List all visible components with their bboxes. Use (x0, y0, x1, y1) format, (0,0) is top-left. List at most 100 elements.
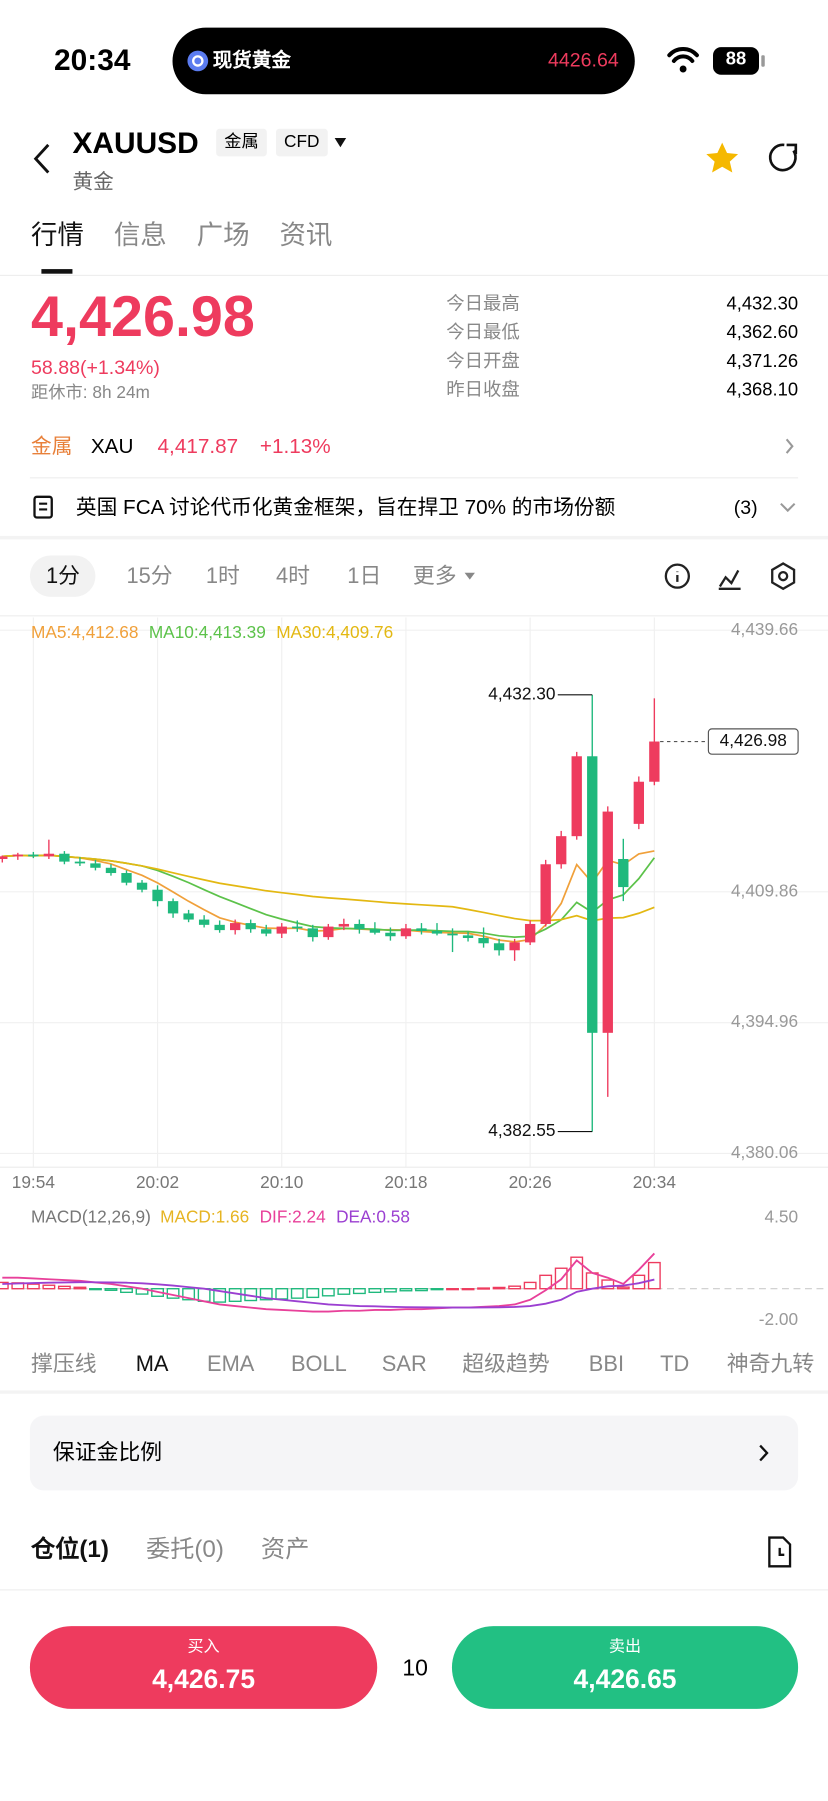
interval[interactable]: 更多 (412, 564, 457, 589)
macd-bar (290, 1288, 304, 1299)
related-symbol[interactable]: XAU (90, 434, 134, 458)
candle-body (121, 873, 132, 883)
candle-body (493, 943, 505, 951)
last-price-box (707, 728, 799, 755)
tab[interactable]: 资讯 (279, 219, 333, 250)
candle-body (338, 923, 350, 927)
tab[interactable]: 行情 (31, 219, 84, 250)
history-icon[interactable] (768, 1536, 792, 1568)
candle-body (105, 867, 117, 874)
tab[interactable]: 信息 (113, 219, 167, 250)
candle-body (354, 923, 365, 930)
buy-button[interactable] (29, 1626, 378, 1709)
macd-bar (104, 1288, 118, 1291)
interval[interactable]: 1时 (205, 564, 240, 589)
chevron (759, 1444, 769, 1462)
interval-active-bg (29, 555, 96, 597)
chevron[interactable] (780, 502, 796, 513)
quantity[interactable]: 10 (402, 1656, 428, 1682)
y-tick-label: 4,394.96 (731, 1011, 798, 1031)
favorite-star[interactable] (706, 142, 739, 173)
info-icon[interactable] (664, 563, 690, 589)
indicator-tab[interactable]: 超级趋势 (462, 1352, 550, 1377)
last-price-label: 4,426.98 (720, 730, 787, 750)
indicator-tab[interactable]: MA (135, 1352, 169, 1377)
indicator-tab[interactable]: SAR (381, 1352, 427, 1377)
interval[interactable]: 15分 (126, 564, 173, 589)
position-tab[interactable]: 委托(0) (146, 1536, 224, 1563)
candle-body (416, 928, 427, 931)
macd-bar (399, 1288, 413, 1292)
candle-body (152, 889, 163, 902)
macd-bar (197, 1288, 211, 1302)
candle-body (28, 854, 39, 857)
candle-body (43, 853, 55, 857)
candle-body (198, 919, 210, 925)
annotation-label: 4,432.30 (488, 683, 555, 703)
position-tab[interactable]: 仓位(1) (31, 1536, 109, 1563)
news-text[interactable]: 英国 FCA 讨论代币化黄金框架，旨在捍卫 70% 的市场份额 (75, 495, 616, 519)
settings-icon-core (777, 570, 789, 582)
related-change: +1.13% (259, 434, 331, 458)
change: 58.88(+1.34%) (31, 356, 160, 379)
candle-body (0, 856, 8, 859)
divider (0, 1589, 828, 1591)
macd-bar (120, 1288, 133, 1294)
chevron[interactable] (785, 438, 794, 454)
macd-bar (477, 1287, 491, 1290)
ticker-icon (187, 50, 209, 72)
stat-value: 4,371.26 (726, 351, 799, 372)
interval[interactable]: 4时 (276, 564, 311, 589)
interval[interactable]: 1分 (46, 564, 81, 589)
candle-body (12, 854, 23, 857)
x-tick-label: 19:54 (12, 1172, 56, 1192)
macd-bar (26, 1283, 40, 1290)
tag: 金属 (216, 128, 267, 157)
y-tick-label: 4.50 (765, 1206, 799, 1226)
indicator-tab[interactable]: 神奇九转 (726, 1352, 815, 1377)
indicator-tab[interactable]: 撑压线 (31, 1352, 97, 1377)
y-tick-label: 4,380.06 (731, 1142, 798, 1162)
news-icon (33, 495, 53, 519)
sell-price: 4,426.65 (573, 1664, 677, 1694)
dropdown-arrow[interactable] (334, 138, 347, 148)
indicator-tab[interactable]: BBI (588, 1352, 625, 1377)
settings-icon[interactable] (771, 562, 796, 591)
macd-bar (228, 1288, 242, 1302)
candle-body (323, 926, 334, 938)
ticker-icon-ring (192, 55, 204, 67)
candle-body (462, 935, 474, 939)
indicator-icon[interactable] (718, 569, 741, 590)
macd-bar (321, 1288, 335, 1297)
margin-label[interactable]: 保证金比例 (52, 1440, 163, 1466)
macd-bar (383, 1288, 397, 1293)
margin-card[interactable] (29, 1415, 799, 1491)
back-button[interactable] (33, 143, 50, 174)
candle-body (540, 864, 551, 924)
ma-legend: MA30:4,409.76 (276, 622, 393, 642)
macd-bar (73, 1286, 87, 1290)
ticker-price: 4426.64 (548, 49, 619, 72)
history-icon-clock (778, 1547, 785, 1556)
indicator-tab[interactable]: TD (660, 1352, 690, 1377)
share-icon[interactable] (768, 143, 798, 172)
sell-button[interactable] (451, 1626, 799, 1709)
stat-value: 4,362.60 (726, 323, 799, 343)
ma-legend: MA10:4,413.39 (149, 622, 266, 642)
candle-body (385, 932, 396, 937)
divider (0, 615, 828, 617)
indicator-tab[interactable]: BOLL (290, 1352, 347, 1377)
sell-label: 卖出 (608, 1636, 642, 1655)
more-arrow[interactable] (464, 572, 475, 580)
x-tick-label: 20:02 (136, 1172, 179, 1192)
interval[interactable]: 1日 (347, 564, 382, 589)
battery-tip (761, 55, 765, 67)
candle-body (369, 929, 381, 933)
ticker-name: 现货黄金 (212, 49, 291, 72)
indicator-tab[interactable]: EMA (207, 1352, 255, 1377)
tab[interactable]: 广场 (196, 219, 250, 250)
candle-body (307, 928, 318, 938)
macd-bar (0, 1281, 9, 1290)
position-tab[interactable]: 资产 (261, 1536, 310, 1563)
